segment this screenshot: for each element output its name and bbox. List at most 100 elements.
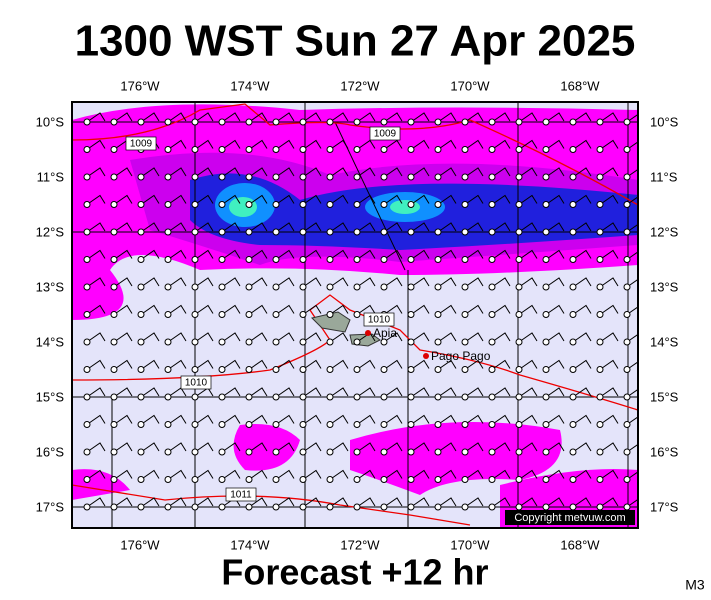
- wind-barb: [407, 332, 430, 346]
- barb-station: [353, 256, 361, 263]
- barb-shaft: [599, 442, 619, 453]
- barb-station: [461, 283, 469, 291]
- barb-shaft: [491, 277, 511, 288]
- barb-shaft: [545, 112, 565, 123]
- barb-station: [164, 421, 172, 428]
- wind-barb: [380, 167, 403, 181]
- wind-barb: [380, 194, 403, 208]
- barb-shaft: [518, 112, 538, 123]
- barb-shaft: [491, 249, 511, 260]
- wind-barb: [623, 113, 638, 126]
- wind-barb: [272, 359, 295, 373]
- barb-shaft: [248, 497, 268, 508]
- barb-station: [380, 283, 388, 291]
- wind-barb: [245, 469, 268, 483]
- wind-barb: [326, 332, 349, 346]
- barb-shaft: [302, 222, 322, 233]
- barb-shaft: [248, 194, 268, 205]
- barb-station: [83, 118, 91, 126]
- barb-station: [515, 118, 523, 126]
- barb-shaft: [86, 139, 106, 150]
- barb-shaft: [86, 194, 106, 205]
- wind-barb: [245, 442, 268, 456]
- barb-shaft: [626, 388, 638, 398]
- barb-shaft: [86, 222, 106, 233]
- barb-shaft: [140, 167, 160, 178]
- barb-shaft: [599, 194, 619, 205]
- barb-station: [110, 338, 118, 346]
- barb-station: [299, 338, 307, 346]
- barb-shaft: [545, 359, 565, 370]
- barb-shaft: [383, 304, 403, 315]
- barb-station: [407, 283, 415, 291]
- barb-shaft: [140, 304, 160, 315]
- barb-shaft: [410, 387, 430, 398]
- barb-shaft: [356, 387, 376, 398]
- barb-shaft: [221, 332, 241, 343]
- wind-barb: [380, 332, 403, 346]
- wind-barb: [83, 167, 106, 181]
- barb-station: [164, 256, 172, 263]
- barb-station: [407, 256, 415, 263]
- barb-shaft: [329, 469, 349, 480]
- lat-label: 17°S: [650, 499, 679, 514]
- barb-station: [380, 173, 388, 181]
- barb-station: [218, 393, 226, 401]
- barb-shaft: [86, 414, 106, 425]
- barb-shaft: [248, 277, 268, 288]
- barb-station: [218, 338, 226, 346]
- wind-barb: [137, 442, 160, 456]
- barb-shaft: [221, 249, 241, 260]
- wind-barb: [380, 387, 403, 401]
- wind-barb: [515, 332, 538, 346]
- barb-shaft: [221, 277, 241, 288]
- barb-shaft: [221, 112, 241, 123]
- wind-barb: [542, 414, 565, 428]
- barb-shaft: [275, 249, 295, 260]
- place-label: Apia: [373, 326, 397, 340]
- wind-barb: [542, 359, 565, 373]
- barb-station: [542, 503, 550, 511]
- barb-shaft: [140, 414, 160, 425]
- barb-station: [137, 421, 145, 428]
- barb-shaft: [545, 387, 565, 398]
- barb-shaft: [329, 387, 349, 398]
- barb-shaft: [410, 469, 430, 480]
- barb-station: [623, 338, 631, 346]
- barb-shaft: [221, 414, 241, 425]
- barb-station: [407, 393, 415, 401]
- barb-station: [461, 228, 469, 236]
- wind-barb: [542, 304, 565, 318]
- barb-shaft: [626, 361, 638, 370]
- wind-barb: [272, 414, 295, 428]
- wind-barb: [191, 442, 214, 456]
- barb-shaft: [491, 497, 511, 508]
- barb-station: [326, 283, 334, 291]
- barb-station: [488, 448, 496, 456]
- barb-shaft: [167, 332, 187, 343]
- barb-station: [191, 311, 199, 318]
- barb-shaft: [464, 304, 484, 315]
- barb-station: [488, 311, 496, 318]
- barb-station: [272, 311, 280, 318]
- wind-barb: [596, 387, 619, 401]
- wind-barb: [83, 304, 106, 318]
- barb-shaft: [545, 222, 565, 233]
- lon-label: 174°W: [230, 537, 270, 552]
- wind-barb: [299, 332, 322, 346]
- barb-station: [299, 393, 307, 401]
- wind-barb: [110, 139, 133, 153]
- barb-shaft: [464, 387, 484, 398]
- wind-barb: [542, 222, 565, 236]
- wind-barb: [299, 497, 322, 511]
- barb-station: [623, 256, 631, 263]
- barb-station: [110, 476, 118, 483]
- barb-shaft: [599, 469, 619, 480]
- barb-station: [623, 228, 631, 236]
- barb-station: [407, 173, 415, 181]
- model-code: M3: [685, 577, 705, 593]
- barb-shaft: [221, 194, 241, 205]
- wind-barb: [326, 469, 349, 483]
- wind-barb: [326, 442, 349, 456]
- barb-station: [191, 201, 199, 208]
